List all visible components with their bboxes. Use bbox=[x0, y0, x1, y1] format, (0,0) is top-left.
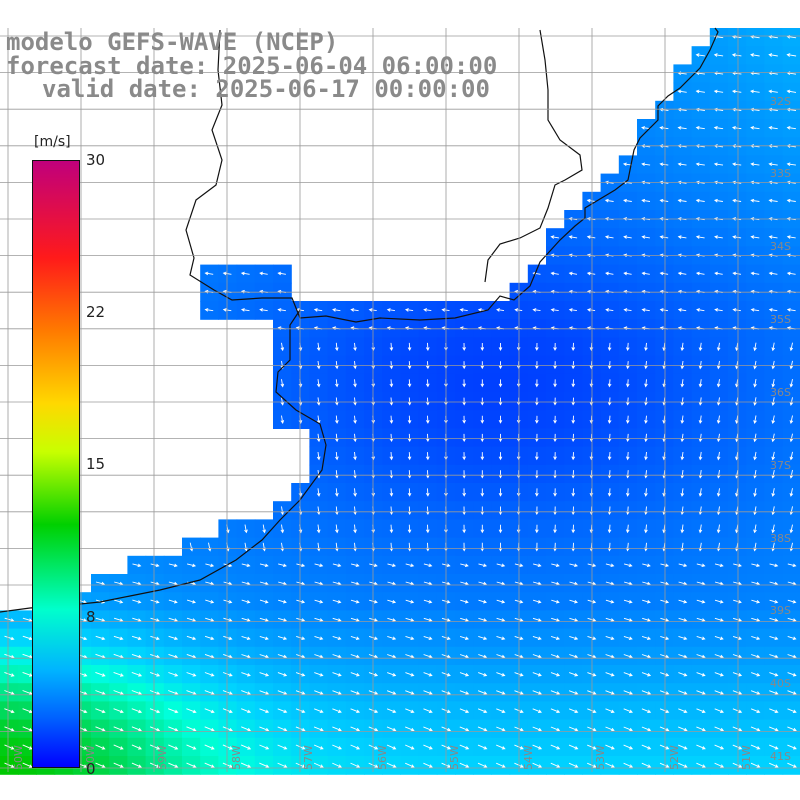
latitude-labels: 32S 33S 34S 35S 36S 37S 38S 39S 40S 41S bbox=[770, 95, 791, 763]
forecast-date: forecast date: 2025-06-04 06:00:00 bbox=[6, 52, 498, 80]
lat-label: 41S bbox=[770, 750, 791, 763]
graticule bbox=[0, 28, 800, 772]
lat-label: 39S bbox=[770, 604, 791, 617]
lat-label: 35S bbox=[770, 313, 791, 326]
coastline bbox=[0, 27, 719, 613]
lat-label: 38S bbox=[770, 532, 791, 545]
lat-label: 36S bbox=[770, 386, 791, 399]
lon-label: 52W bbox=[668, 745, 681, 770]
lon-label: 51W bbox=[740, 745, 753, 770]
lat-label: 40S bbox=[770, 677, 791, 690]
model-title: modelo GEFS-WAVE (NCEP) bbox=[6, 28, 339, 56]
lon-label: 53W bbox=[594, 745, 607, 770]
lat-label: 33S bbox=[770, 167, 791, 180]
colorbar-tick: 15 bbox=[86, 455, 106, 473]
colorbar bbox=[32, 160, 80, 768]
colorbar-tick: 30 bbox=[86, 151, 106, 169]
valid-date: valid date: 2025-06-17 00:00:00 bbox=[42, 75, 490, 103]
colorbar-tick: 0 bbox=[86, 760, 96, 778]
colorbar-tick: 8 bbox=[86, 608, 96, 626]
lat-label: 37S bbox=[770, 459, 791, 472]
lon-label: 59W bbox=[156, 745, 169, 770]
lon-label: 60W bbox=[84, 745, 97, 770]
lon-label: 54W bbox=[522, 745, 535, 770]
lon-label: 58W bbox=[230, 745, 243, 770]
wind-speed-field bbox=[0, 28, 800, 775]
lon-label: 57W bbox=[302, 745, 315, 770]
longitude-labels: 60W 59W 58W 57W 56W 55W 54W 53W 52W 51W … bbox=[12, 745, 753, 770]
lat-label: 34S bbox=[770, 240, 791, 253]
lon-label: 55W bbox=[448, 745, 461, 770]
colorbar-unit: [m/s] bbox=[34, 134, 71, 150]
colorbar-tick: 22 bbox=[86, 303, 106, 321]
lat-label: 32S bbox=[770, 95, 791, 108]
lon-label: 56W bbox=[376, 745, 389, 770]
lon-label: 50W bbox=[12, 745, 25, 770]
